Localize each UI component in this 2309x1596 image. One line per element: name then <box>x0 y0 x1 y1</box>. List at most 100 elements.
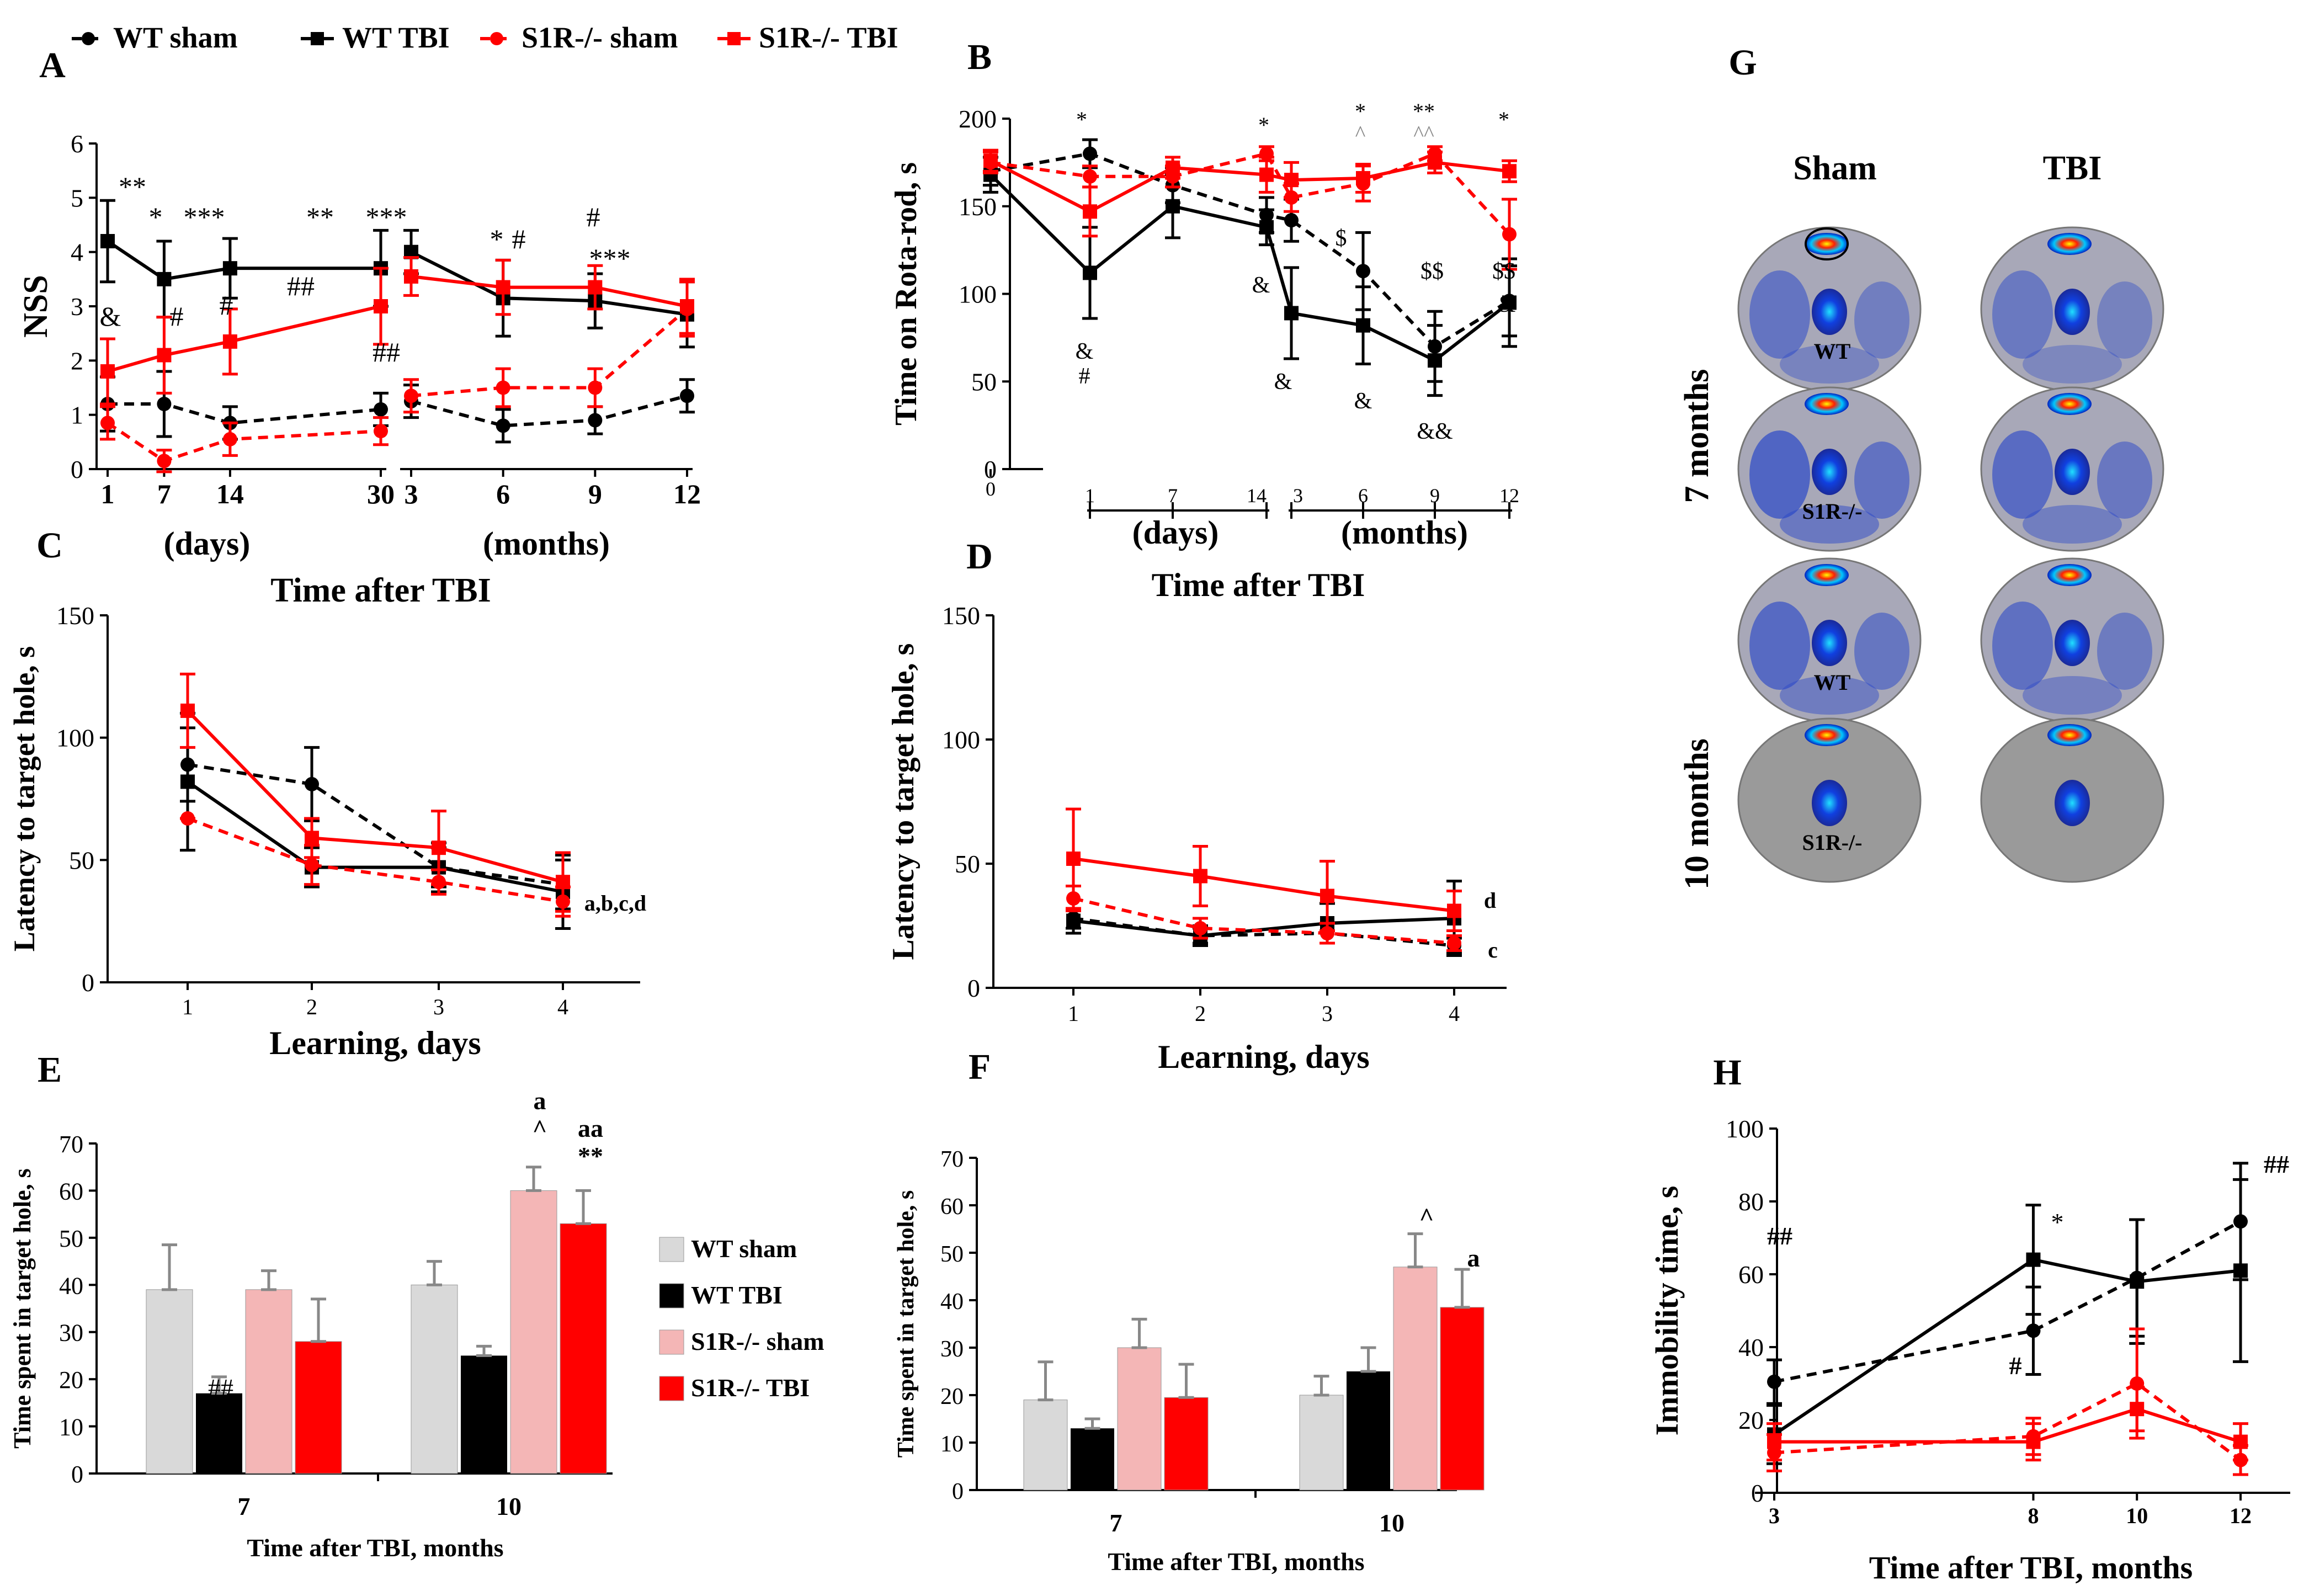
panel-label: A <box>39 45 66 86</box>
data-point <box>305 776 319 791</box>
column-label: Sham <box>1793 150 1877 187</box>
x-tick-label: 7 <box>157 478 171 509</box>
legend-label: WT sham <box>691 1235 797 1263</box>
heatmap-center-spot <box>2055 289 2090 335</box>
x-tick-label: 12 <box>1499 485 1519 507</box>
series-line-1 <box>410 250 688 316</box>
data-point <box>374 424 388 439</box>
y-tick-label: 100 <box>959 280 997 308</box>
legend-label: S1R-/- TBI <box>759 21 898 54</box>
y-tick-label: 1 <box>71 401 83 429</box>
data-point <box>2130 1402 2145 1417</box>
heatmap-hotspot <box>2047 564 2092 586</box>
heatmap-region <box>2097 441 2152 519</box>
y-tick-label: 150 <box>56 602 94 630</box>
x-tick-label: 4 <box>557 994 568 1019</box>
data-point <box>1083 146 1097 161</box>
x-tick-label: 7 <box>1168 485 1178 507</box>
y-axis-label: Time spent in target hole, s <box>893 1190 919 1458</box>
annotation: # <box>512 224 526 254</box>
data-point <box>496 380 510 395</box>
annotation: ** <box>578 1142 603 1170</box>
annotation: $$ <box>1492 259 1515 284</box>
y-tick-label: 3 <box>71 292 83 321</box>
legend-label: WT sham <box>113 21 238 54</box>
y-tick-label: 50 <box>971 368 997 396</box>
y-tick-label: 50 <box>940 1242 964 1267</box>
series-line-2 <box>107 421 381 463</box>
series-line-0 <box>108 402 381 425</box>
panel-label: G <box>1728 42 1757 83</box>
y-tick-label: 10 <box>59 1414 83 1441</box>
annotation: ## <box>1767 1222 1792 1250</box>
heatmap-region <box>2097 281 2152 359</box>
legend-marker <box>727 32 741 45</box>
data-point <box>2130 1274 2145 1289</box>
y-tick-label: 100 <box>1726 1115 1764 1143</box>
data-point <box>556 875 570 890</box>
legend-label: WT TBI <box>691 1281 783 1309</box>
data-point <box>496 280 510 295</box>
data-point <box>983 153 998 168</box>
annotation: * <box>1355 99 1366 124</box>
heatmap-hotspot <box>1805 233 1849 255</box>
data-point <box>180 811 195 826</box>
series-line-3 <box>1774 1407 2241 1444</box>
y-tick-label: 60 <box>1738 1260 1764 1289</box>
x-tick-label: 3 <box>405 478 418 509</box>
legend-label: S1R-/- TBI <box>691 1374 810 1402</box>
data-point <box>1356 264 1370 279</box>
series-line-1 <box>187 780 563 893</box>
annotation: & <box>100 301 121 332</box>
x-tick-label: 3 <box>1769 1503 1780 1528</box>
x-axis-label: Time after TBI, months <box>247 1534 503 1562</box>
heatmap-region <box>1780 676 1879 715</box>
y-tick-label: 40 <box>59 1272 83 1299</box>
data-point <box>1447 903 1461 918</box>
y-tick-label: 50 <box>69 846 94 874</box>
heatmap-region <box>1749 602 1810 690</box>
series-line-1 <box>107 240 381 281</box>
panel-label: B <box>967 37 992 77</box>
x-tick-label: 2 <box>306 994 317 1019</box>
x-tick-label: 10 <box>496 1492 522 1520</box>
annotation: *** <box>366 201 407 232</box>
y-tick-label: 50 <box>955 850 980 878</box>
heatmap-region <box>1854 613 1909 690</box>
y-tick-label: 20 <box>940 1384 964 1409</box>
bar-1 <box>461 1355 507 1473</box>
row-label: WT <box>1814 339 1851 364</box>
series-line-0 <box>1774 1220 2242 1384</box>
data-point <box>1356 171 1370 185</box>
column-label: TBI <box>2043 150 2102 187</box>
annotation: ## <box>373 337 400 368</box>
bar-0 <box>1299 1395 1344 1491</box>
x-axis-label: Learning, days <box>1158 1039 1369 1075</box>
heatmap-hotspot <box>1805 724 1849 746</box>
heatmap-region <box>2023 505 2122 544</box>
data-point <box>1428 353 1442 368</box>
data-point <box>432 840 446 855</box>
data-point <box>180 774 195 789</box>
annotation: *** <box>589 243 631 274</box>
legend-label: S1R-/- sham <box>522 21 678 54</box>
panel-label: F <box>969 1047 991 1087</box>
data-point <box>180 703 195 718</box>
annotation: ## <box>2264 1150 2289 1178</box>
y-tick-label: 200 <box>959 105 997 133</box>
x-tick-label: 7 <box>1110 1509 1122 1537</box>
y-tick-label: 0 <box>967 974 980 1002</box>
x-tick-label: 9 <box>588 478 602 509</box>
annotation: * <box>149 201 163 232</box>
legend-swatch <box>659 1376 684 1401</box>
legend-marker <box>311 32 324 45</box>
bar-3 <box>295 1341 342 1474</box>
x-tick-label: 3 <box>1293 485 1303 507</box>
data-point <box>588 413 603 428</box>
x-tick-label: 10 <box>2126 1503 2148 1528</box>
series-line-2 <box>990 151 1511 236</box>
heatmap-hotspot <box>1805 564 1849 586</box>
y-tick-label: 40 <box>940 1289 964 1315</box>
heatmap-hotspot <box>2047 233 2092 255</box>
bar-3 <box>1440 1307 1485 1491</box>
